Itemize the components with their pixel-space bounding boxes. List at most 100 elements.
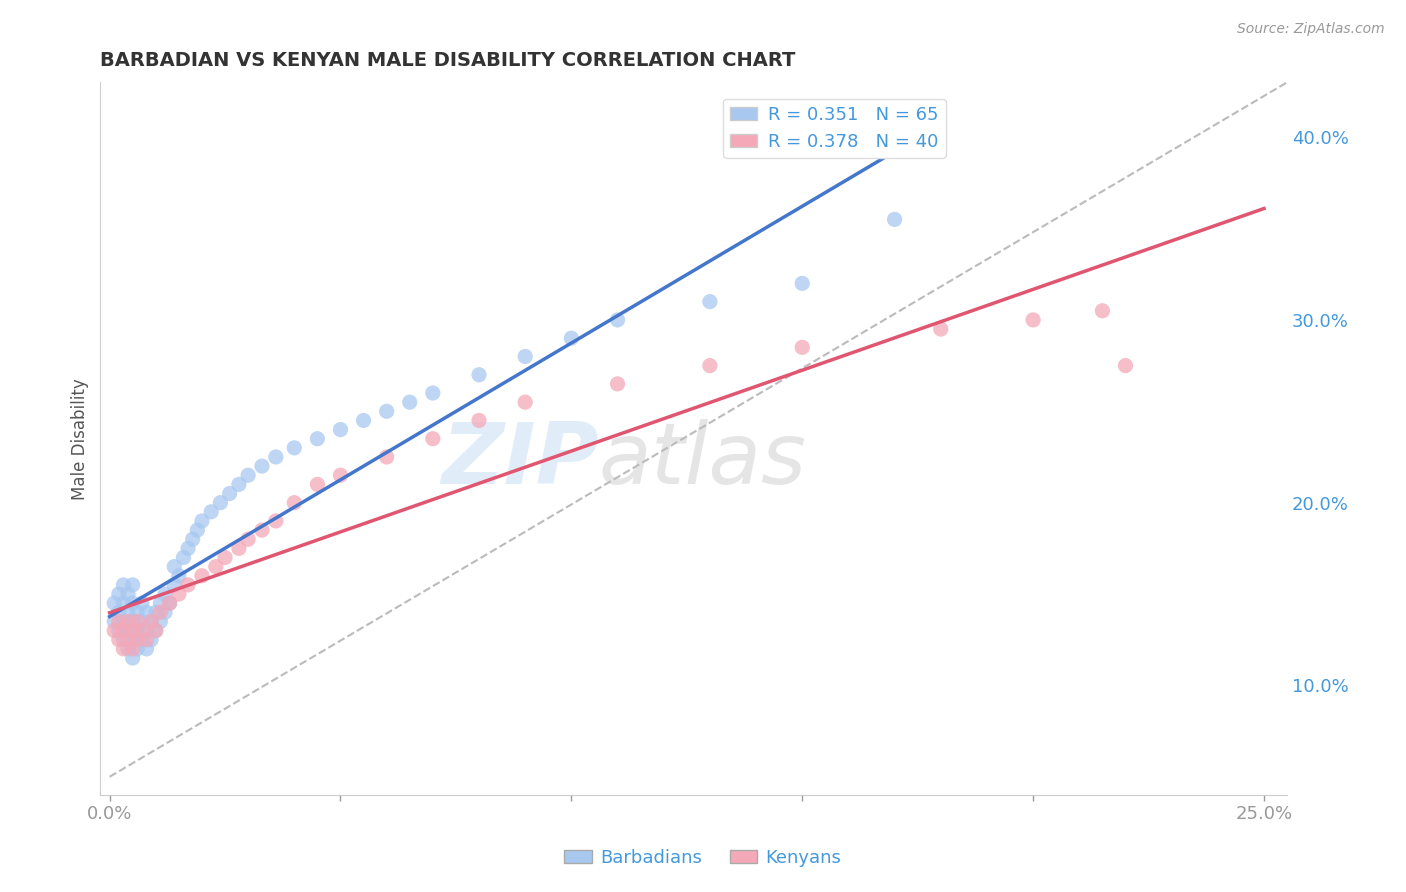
Point [127,632,149,647]
Point [1022,313,1045,327]
Point [131,632,153,647]
Point [236,533,259,547]
Point [209,496,232,510]
Text: atlas: atlas [599,418,807,501]
Point [329,423,352,437]
Point [127,641,149,656]
Text: BARBADIAN VS KENYAN MALE DISABILITY CORRELATION CHART: BARBADIAN VS KENYAN MALE DISABILITY CORR… [100,51,796,70]
Point [177,541,200,556]
Point [112,641,135,656]
Point [127,615,149,629]
Point [236,468,259,483]
Point [468,413,491,427]
Point [121,615,143,629]
Text: ZIP: ZIP [441,418,599,501]
Point [515,350,537,364]
Point [117,615,139,629]
Point [250,523,273,537]
Point [929,322,952,336]
Point [228,541,250,556]
Point [264,514,287,528]
Point [153,605,176,619]
Point [135,605,157,619]
Point [177,578,200,592]
Point [699,294,721,309]
Point [141,615,163,629]
Point [121,651,143,665]
Point [329,468,352,483]
Point [250,459,273,474]
Point [108,632,131,647]
Point [108,615,131,629]
Y-axis label: Male Disability: Male Disability [72,378,89,500]
Point [214,550,236,565]
Point [149,605,172,619]
Point [375,450,398,464]
Point [127,624,149,638]
Point [191,568,214,582]
Point [468,368,491,382]
Point [200,505,222,519]
Point [181,533,204,547]
Point [117,587,139,601]
Point [422,386,444,401]
Point [108,624,131,638]
Point [131,615,153,629]
Point [264,450,287,464]
Point [228,477,250,491]
Point [163,559,186,574]
Point [103,596,125,610]
Point [159,596,181,610]
Point [422,432,444,446]
Legend: Barbadians, Kenyans: Barbadians, Kenyans [557,842,849,874]
Point [121,641,143,656]
Point [167,587,190,601]
Point [307,477,329,491]
Point [172,550,194,565]
Point [883,212,905,227]
Point [375,404,398,418]
Text: Source: ZipAtlas.com: Source: ZipAtlas.com [1237,22,1385,37]
Point [149,596,172,610]
Point [112,578,135,592]
Point [108,587,131,601]
Point [117,605,139,619]
Point [135,641,157,656]
Point [1114,359,1136,373]
Point [135,632,157,647]
Point [218,486,240,500]
Point [117,632,139,647]
Point [141,615,163,629]
Point [141,632,163,647]
Point [112,615,135,629]
Point [186,523,208,537]
Point [515,395,537,409]
Point [1091,303,1114,318]
Point [103,624,125,638]
Point [283,496,305,510]
Point [108,605,131,619]
Point [112,624,135,638]
Point [131,624,153,638]
Point [153,587,176,601]
Point [191,514,214,528]
Point [121,624,143,638]
Point [606,376,628,391]
Point [353,413,375,427]
Point [167,568,190,582]
Point [606,313,628,327]
Point [204,559,226,574]
Point [149,615,172,629]
Point [145,605,167,619]
Point [792,277,814,291]
Point [121,596,143,610]
Point [307,432,329,446]
Point [112,596,135,610]
Point [792,340,814,354]
Point [398,395,420,409]
Point [117,641,139,656]
Point [121,578,143,592]
Point [159,596,181,610]
Point [112,632,135,647]
Point [121,632,143,647]
